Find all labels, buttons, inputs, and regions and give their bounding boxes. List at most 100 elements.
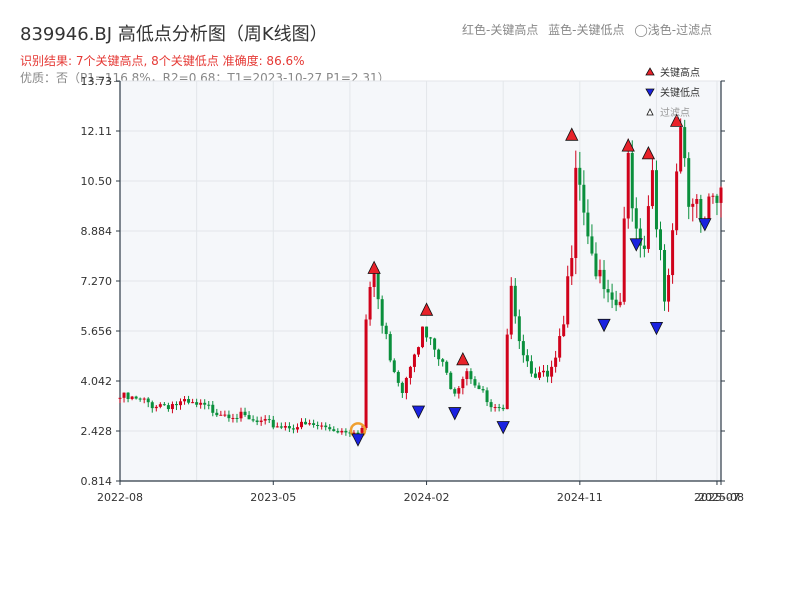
- candle-body: [574, 167, 578, 259]
- candle-body: [412, 354, 416, 367]
- candle-body: [300, 421, 304, 428]
- candle-body: [598, 269, 602, 277]
- candle-body: [642, 245, 646, 249]
- candle-body: [707, 196, 711, 220]
- candle-body: [537, 372, 541, 378]
- candle-body: [578, 167, 582, 185]
- candle-body: [287, 426, 291, 429]
- candle-body: [445, 361, 449, 373]
- legend-high-icon: [645, 67, 655, 76]
- candle-body: [158, 404, 162, 407]
- candle-body: [695, 199, 699, 204]
- candle-body: [473, 379, 477, 386]
- candle-body: [626, 152, 630, 219]
- legend-label: 关键高点: [660, 66, 700, 79]
- candle-body: [239, 411, 243, 419]
- candle-body: [610, 292, 614, 300]
- candle-body: [493, 407, 497, 409]
- candle-body: [275, 426, 279, 428]
- candle-body: [263, 419, 267, 421]
- candle-body: [546, 370, 550, 377]
- candle-body: [251, 419, 255, 421]
- candle-body: [465, 371, 469, 380]
- y-tick-label: 0.814: [81, 475, 113, 488]
- candle-body: [505, 334, 509, 410]
- candle-body: [469, 371, 473, 380]
- candle-body: [408, 366, 412, 378]
- candle-body: [162, 404, 166, 406]
- y-tick-label: 12.11: [81, 125, 113, 138]
- legend-label: 过滤点: [660, 106, 690, 119]
- candle-body: [457, 388, 461, 394]
- y-tick-label: 2.428: [81, 425, 113, 438]
- key-low-marker: [698, 218, 712, 232]
- candle-body: [215, 412, 219, 416]
- candle-body: [320, 425, 324, 427]
- candle-body: [542, 370, 546, 373]
- candle-body: [227, 414, 231, 419]
- candle-body: [360, 427, 364, 433]
- candle-body: [223, 414, 227, 416]
- candle-body: [352, 432, 356, 434]
- candle-body: [118, 397, 122, 399]
- result-summary: 识别结果: 7个关键高点, 8个关键低点 准确度: 86.6%: [20, 54, 305, 68]
- candle-body: [400, 382, 404, 393]
- key-high-marker: [669, 113, 684, 127]
- candle-body: [211, 404, 215, 413]
- candle-body: [586, 212, 590, 237]
- candle-body: [388, 334, 392, 361]
- candle-body: [550, 366, 554, 377]
- candle-body: [396, 371, 400, 383]
- candle-body: [566, 276, 570, 325]
- y-tick-label: 10.50: [81, 175, 113, 188]
- candle-body: [521, 341, 525, 356]
- candle-body: [332, 429, 336, 432]
- candle-body: [513, 285, 517, 317]
- candle-body: [687, 158, 691, 207]
- key-low-marker: [448, 407, 462, 421]
- candle-body: [380, 299, 384, 326]
- candle-body: [348, 432, 352, 434]
- candle-body: [683, 127, 687, 159]
- key-high-marker: [621, 138, 635, 152]
- candle-body: [174, 404, 178, 406]
- candle-body: [247, 415, 251, 420]
- key-low-marker: [629, 238, 643, 252]
- candle-body: [441, 359, 445, 362]
- candle-body: [416, 347, 420, 355]
- candle-body: [231, 417, 235, 419]
- candle-body: [126, 392, 130, 399]
- candle-body: [376, 273, 380, 300]
- candle-body: [582, 184, 586, 213]
- candle-body: [166, 405, 170, 410]
- candle-body: [437, 349, 441, 360]
- candle-body: [425, 326, 429, 338]
- candle-body: [219, 414, 223, 416]
- y-tick-label: 13.73: [81, 75, 113, 88]
- candle-body: [517, 316, 521, 342]
- candle-body: [316, 425, 320, 427]
- candle-body: [336, 431, 340, 433]
- candle-body: [283, 426, 287, 428]
- candle-body: [650, 170, 654, 207]
- candle-body: [449, 372, 453, 390]
- legend-filtered-icon: [646, 108, 654, 116]
- candle-body: [501, 407, 505, 410]
- candle-body: [533, 373, 537, 378]
- key-low-marker: [496, 421, 510, 435]
- candle-body: [312, 423, 316, 426]
- candle-body: [638, 228, 642, 246]
- x-tick-label: 2024-02: [404, 491, 450, 504]
- candle-body: [562, 324, 566, 337]
- candle-body: [497, 407, 501, 409]
- candle-body: [170, 404, 174, 410]
- candle-body: [590, 236, 594, 254]
- candle-body: [485, 390, 489, 403]
- candle-body: [719, 187, 723, 203]
- candle-body: [525, 355, 529, 362]
- y-tick-label: 7.270: [81, 275, 113, 288]
- candle-body: [195, 402, 199, 405]
- candle-body: [614, 299, 618, 306]
